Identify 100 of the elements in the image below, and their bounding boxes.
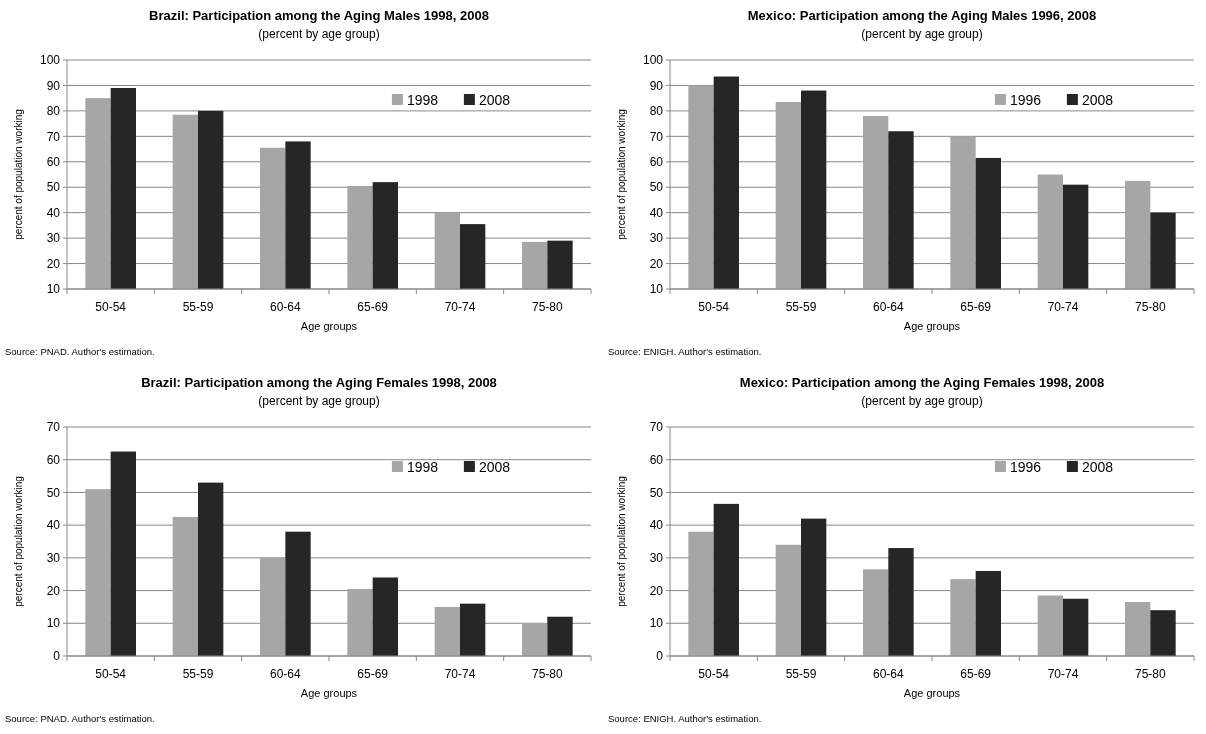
bar (1037, 595, 1063, 656)
x-tick-label: 65-69 (960, 300, 992, 314)
x-tick-label: 70-74 (444, 667, 476, 681)
x-axis-title: Age groups (300, 320, 358, 332)
y-tick-label: 10 (649, 616, 664, 631)
y-axis-title: percent of population working (13, 109, 24, 240)
bar (285, 531, 311, 656)
y-tick-label: 100 (642, 53, 664, 68)
y-tick-label: 60 (46, 452, 61, 467)
y-tick-label: 70 (46, 129, 61, 144)
chart-title: Mexico: Participation among the Aging Females 1998, 2008 (739, 375, 1105, 390)
y-axis-title: percent of population working (616, 476, 627, 607)
source-note: Source: ENIGH. Author's estimation. (608, 346, 762, 357)
bar (1125, 602, 1151, 656)
x-axis-title: Age groups (300, 687, 358, 699)
bar (1150, 610, 1176, 656)
bar (198, 482, 224, 656)
y-tick-label: 60 (649, 154, 664, 169)
y-tick-label: 40 (46, 518, 61, 533)
x-tick-label: 65-69 (960, 667, 992, 681)
x-tick-label: 50-54 (698, 667, 730, 681)
y-tick-label: 50 (46, 485, 61, 500)
bar (801, 518, 827, 656)
bar (434, 606, 460, 656)
bar (347, 588, 373, 656)
x-tick-label: 50-54 (95, 667, 127, 681)
bar (975, 570, 1001, 656)
bar (1063, 598, 1089, 656)
x-tick-label: 75-80 (1134, 667, 1166, 681)
x-tick-label: 55-59 (785, 667, 817, 681)
x-axis-title: Age groups (903, 320, 961, 332)
y-tick-label: 20 (649, 583, 664, 598)
bar (85, 489, 111, 656)
y-tick-label: 50 (46, 180, 61, 195)
y-tick-label: 20 (649, 256, 664, 271)
x-tick-label: 70-74 (1047, 667, 1079, 681)
x-tick-label: 55-59 (785, 300, 817, 314)
bar (522, 623, 548, 656)
source-note: Source: PNAD. Author's estimation. (5, 713, 155, 724)
source-note: Source: PNAD. Author's estimation. (5, 346, 155, 357)
x-tick-label: 70-74 (1047, 300, 1079, 314)
bar (110, 451, 136, 656)
y-tick-label: 30 (649, 551, 664, 566)
y-tick-label: 60 (649, 452, 664, 467)
chart-subtitle: (percent by age group) (258, 27, 380, 41)
bar (713, 503, 739, 656)
y-tick-label: 50 (649, 485, 664, 500)
y-tick-label: 70 (649, 129, 664, 144)
y-tick-label: 10 (649, 282, 664, 297)
chart-subtitle: (percent by age group) (861, 394, 983, 408)
y-tick-label: 90 (649, 78, 664, 93)
x-axis-title: Age groups (903, 687, 961, 699)
y-tick-label: 70 (649, 420, 664, 435)
legend-label: 2008 (1081, 458, 1114, 475)
x-tick-label: 60-64 (269, 667, 301, 681)
x-tick-label: 60-64 (872, 300, 904, 314)
x-tick-label: 55-59 (182, 300, 214, 314)
bar (950, 579, 976, 656)
x-tick-label: 75-80 (531, 300, 563, 314)
bar (775, 544, 801, 656)
bar (172, 516, 198, 656)
x-tick-label: 50-54 (95, 300, 127, 314)
x-tick-label: 60-64 (269, 300, 301, 314)
y-tick-label: 80 (649, 104, 664, 119)
y-tick-label: 0 (656, 649, 664, 664)
bar (547, 616, 573, 656)
y-tick-label: 0 (53, 649, 61, 664)
y-tick-label: 20 (46, 256, 61, 271)
bar (260, 557, 286, 656)
chart-title: Brazil: Participation among the Aging Females 1998, 2008 (141, 375, 497, 390)
chart-subtitle: (percent by age group) (861, 27, 983, 41)
source-note: Source: ENIGH. Author's estimation. (608, 713, 762, 724)
x-tick-label: 75-80 (531, 667, 563, 681)
y-tick-label: 80 (46, 104, 61, 119)
y-tick-label: 10 (46, 282, 61, 297)
x-tick-label: 65-69 (357, 300, 389, 314)
chart-title: Mexico: Participation among the Aging Males 1996, 2008 (747, 8, 1097, 23)
y-tick-label: 30 (649, 231, 664, 246)
legend-label: 1998 (406, 458, 439, 475)
x-tick-label: 70-74 (444, 300, 476, 314)
y-tick-label: 30 (46, 231, 61, 246)
y-tick-label: 40 (649, 518, 664, 533)
x-tick-label: 50-54 (698, 300, 730, 314)
legend-label: 2008 (1081, 91, 1114, 108)
y-axis-title: percent of population working (616, 109, 627, 240)
y-tick-label: 100 (39, 53, 61, 68)
bar (863, 569, 889, 656)
legend-label: 1996 (1009, 458, 1042, 475)
legend-label: 1998 (406, 91, 439, 108)
chart-subtitle: (percent by age group) (258, 394, 380, 408)
y-tick-label: 20 (46, 583, 61, 598)
chart-title: Brazil: Participation among the Aging Males 1998, 2008 (149, 8, 489, 23)
bar (688, 531, 714, 656)
x-tick-label: 60-64 (872, 667, 904, 681)
y-tick-label: 50 (649, 180, 664, 195)
y-tick-label: 10 (46, 616, 61, 631)
bar (888, 548, 914, 656)
bar (372, 577, 398, 656)
y-tick-label: 60 (46, 154, 61, 169)
x-tick-label: 75-80 (1134, 300, 1166, 314)
